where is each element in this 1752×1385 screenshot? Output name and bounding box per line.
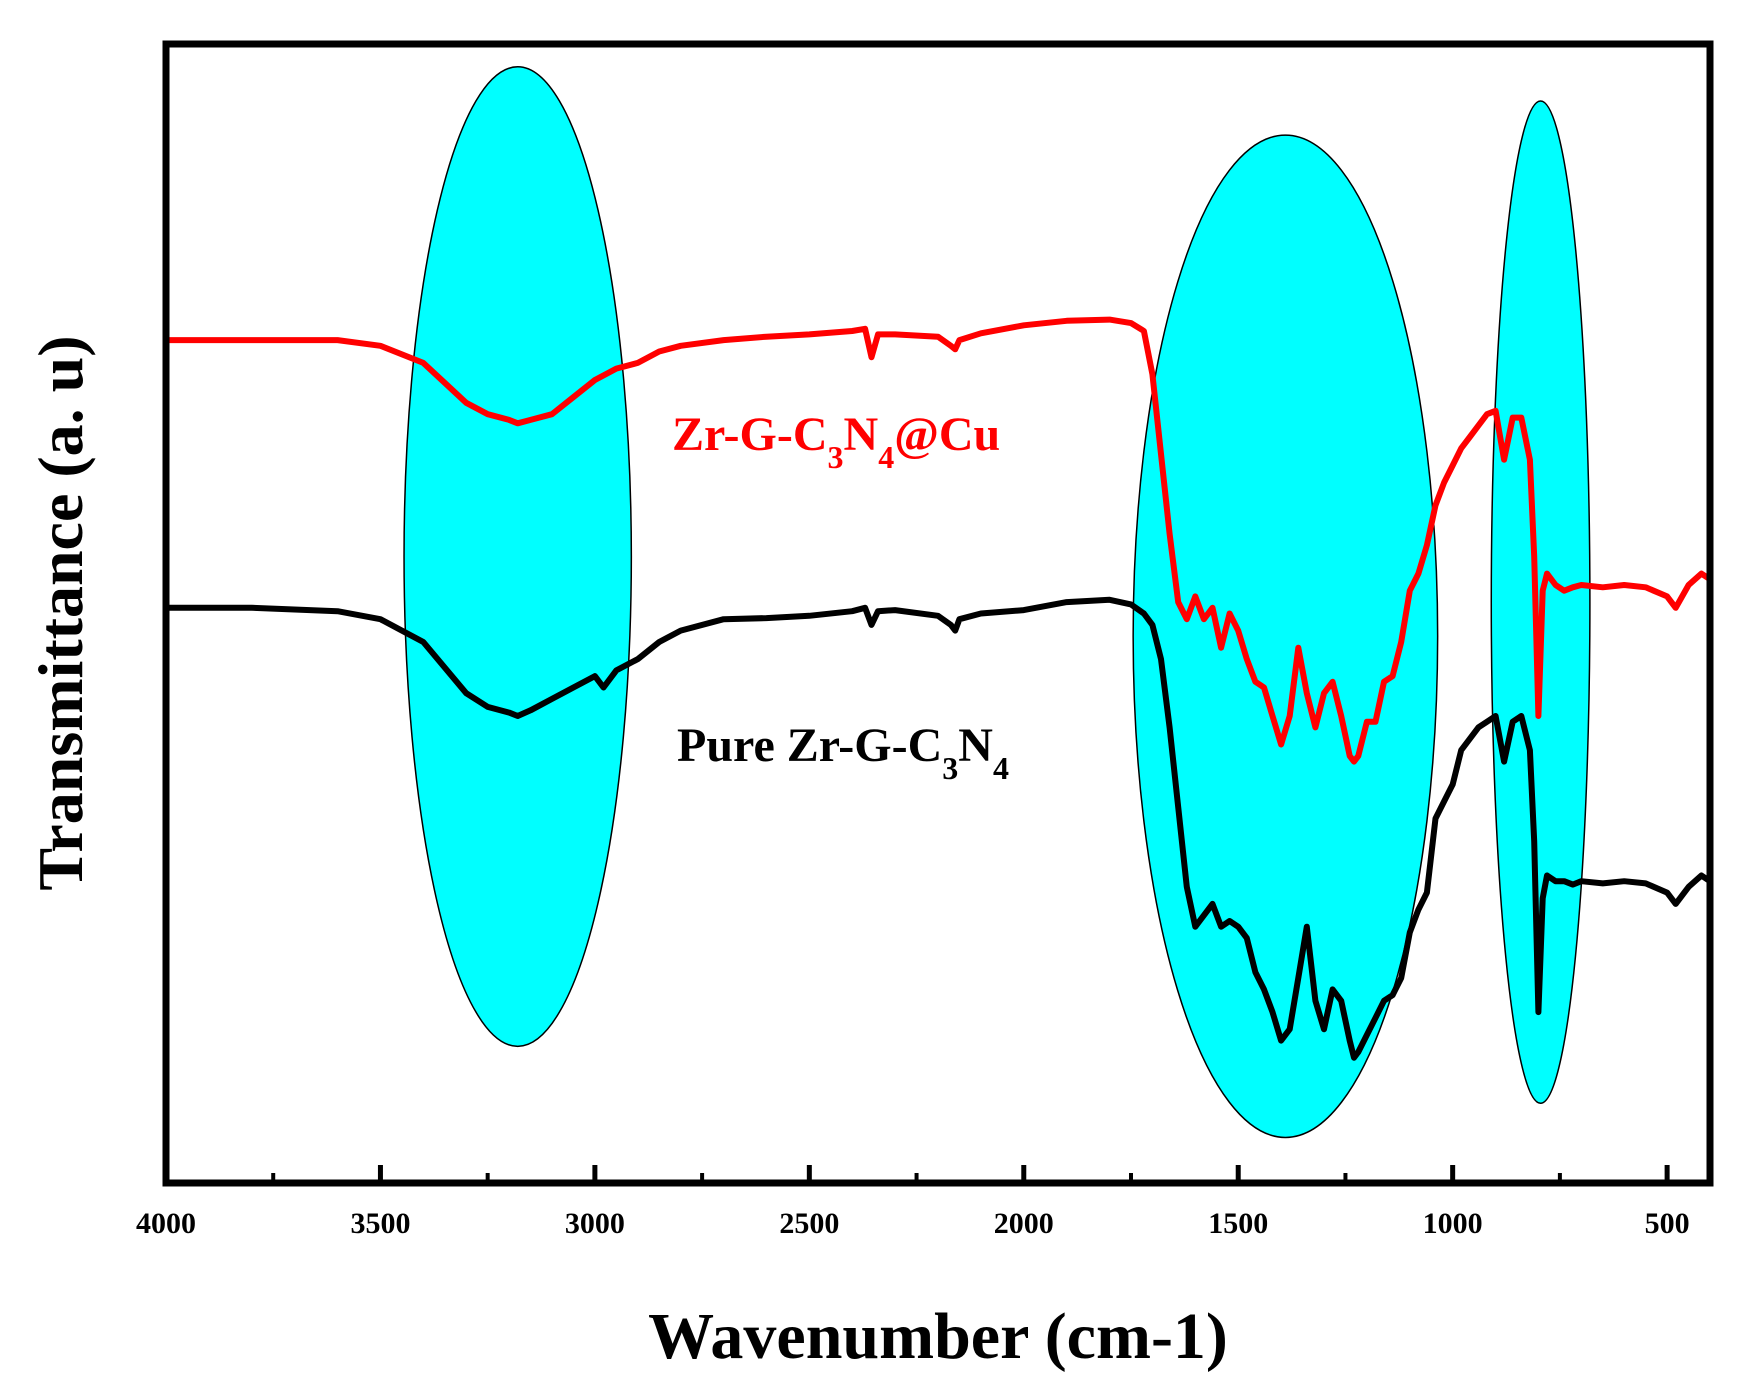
- series-line-1: [163, 316, 1713, 765]
- label-part-sub2: 4: [878, 439, 894, 475]
- label-part-mid: N: [958, 719, 993, 772]
- plot-frame: [162, 40, 1714, 1187]
- label-part-mid: N: [844, 408, 879, 461]
- series-label-pure-zr-g-c3n4: Pure Zr-G-C3N4: [677, 719, 1009, 786]
- x-tick-label-2000: 2000: [994, 1207, 1054, 1240]
- label-part-sub1: 3: [942, 750, 958, 786]
- x-tick-label-2500: 2500: [779, 1207, 839, 1240]
- series-label-zr-g-c3n4-cu: Zr-G-C3N4@Cu: [672, 408, 1000, 475]
- x-tick-label-1500: 1500: [1208, 1207, 1268, 1240]
- x-tick-label-4000: 4000: [136, 1207, 196, 1240]
- label-part-sub1: 3: [828, 439, 844, 475]
- label-part-main: Pure Zr-G-C: [677, 719, 942, 772]
- series-layer: [163, 316, 1713, 1061]
- x-axis-tick-labels: 4000 3500 3000 2500 2000 1500 1000 500: [136, 1207, 1690, 1240]
- label-part-end: @Cu: [894, 408, 1000, 461]
- highlight-region-1: [403, 66, 633, 1048]
- y-axis-title: Transmittance (a. u): [25, 335, 96, 890]
- x-tick-label-3500: 3500: [350, 1207, 410, 1240]
- label-part-sub2: 4: [993, 750, 1009, 786]
- x-tick-label-1000: 1000: [1423, 1207, 1483, 1240]
- x-axis-ticks: [163, 1165, 1670, 1183]
- highlight-region-2: [1132, 134, 1439, 1139]
- x-tick-label-500: 500: [1645, 1207, 1690, 1240]
- label-part-main: Zr-G-C: [672, 408, 828, 461]
- x-axis-title: Wavenumber (cm-1): [648, 1300, 1228, 1373]
- x-tick-label-3000: 3000: [565, 1207, 625, 1240]
- series-line-2: [163, 596, 1713, 1061]
